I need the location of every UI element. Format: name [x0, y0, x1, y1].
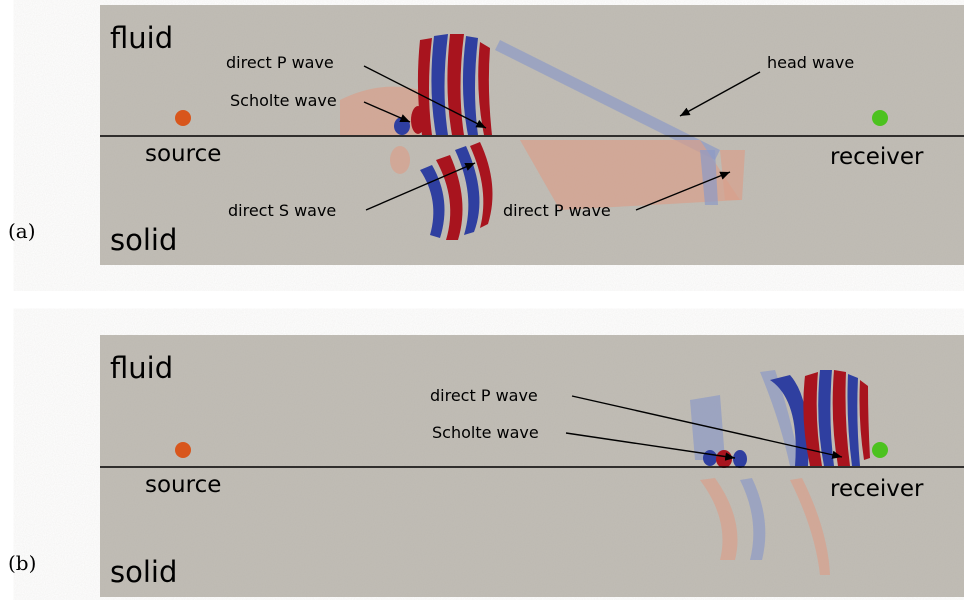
wavefield: [690, 370, 870, 575]
arrow: [571, 395, 843, 459]
source-label: source: [145, 141, 221, 167]
panel-b: fluid solid source receiver direct P wav…: [8, 335, 964, 597]
annotation: Scholte wave: [230, 91, 337, 110]
panel-label: (b): [8, 551, 36, 575]
annotation: Scholte wave: [432, 423, 539, 442]
receiver-ball: [872, 110, 888, 126]
medium-label: solid: [110, 555, 177, 589]
receiver-label: receiver: [830, 144, 924, 170]
annotation: direct P wave: [226, 53, 334, 72]
wavefield: [340, 34, 745, 240]
arrow: [365, 162, 476, 211]
medium-label: fluid: [110, 21, 173, 55]
arrow: [635, 171, 731, 211]
panel-label: (a): [8, 219, 36, 243]
arrow: [679, 71, 761, 117]
receiver-ball: [872, 442, 888, 458]
source-label: source: [145, 472, 221, 498]
arrow: [363, 101, 411, 123]
panel-a: fluid solid source receiver direct P wav…: [8, 5, 964, 265]
annotation: direct P wave: [503, 201, 611, 220]
medium-label: fluid: [110, 351, 173, 385]
arrow: [363, 65, 487, 129]
annotation: head wave: [767, 53, 854, 72]
receiver-label: receiver: [830, 476, 924, 502]
source-ball: [175, 442, 191, 458]
annotation: direct S wave: [228, 201, 336, 220]
texture: [100, 5, 964, 265]
annotation: direct P wave: [430, 386, 538, 405]
arrow: [565, 432, 736, 461]
source-ball: [175, 110, 191, 126]
medium-label: solid: [110, 223, 177, 257]
